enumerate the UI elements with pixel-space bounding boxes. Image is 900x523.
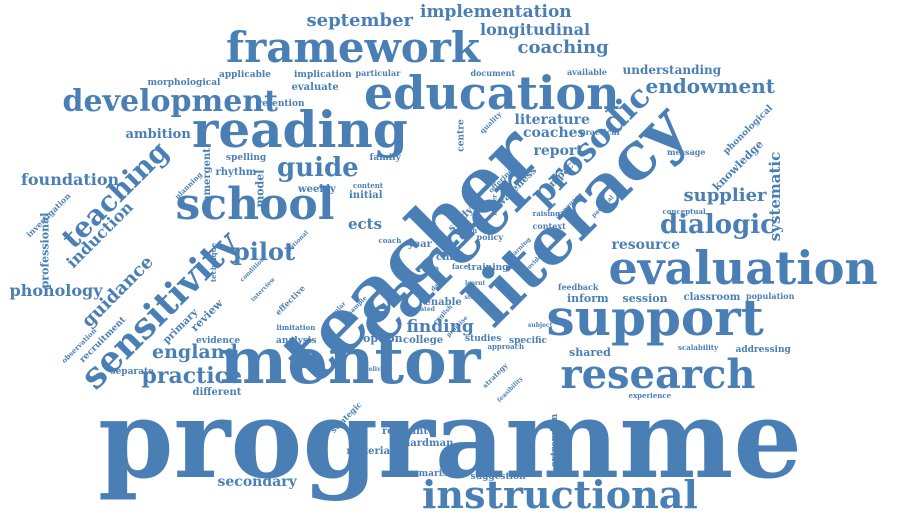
word-pilot: pilot	[233, 237, 296, 266]
word-report: report	[533, 143, 583, 159]
word-face: face	[452, 261, 469, 271]
word-delivery: delivery	[364, 366, 392, 373]
word-context: context	[532, 221, 566, 231]
word-limitation: limitation	[276, 322, 316, 332]
word-related: related	[411, 306, 435, 313]
word-session: session	[622, 291, 668, 305]
word-supplier: supplier	[683, 185, 767, 206]
word-systematic: systematic	[765, 151, 784, 241]
word-dialogic: dialogic	[660, 210, 777, 240]
word-analysis: analysis	[276, 335, 317, 346]
word-technique: technique	[208, 242, 218, 282]
word-raising: raising	[532, 208, 560, 218]
word-separate: separate	[110, 366, 154, 377]
word-lesson: lesson	[452, 225, 478, 235]
word-phonology: phonology	[9, 281, 103, 300]
word-ambition: ambition	[125, 126, 191, 142]
word-coaching: coaching	[517, 37, 609, 58]
word-conceptual: conceptual	[662, 206, 706, 216]
word-classroom: classroom	[683, 292, 741, 303]
word-different: different	[192, 387, 242, 398]
word-secondary: secondary	[217, 474, 297, 490]
word-family: family	[369, 152, 401, 163]
word-document: document	[470, 68, 516, 78]
word-interview: interview	[249, 276, 277, 304]
word-development: development	[62, 84, 278, 119]
word-longitudinal: longitudinal	[480, 20, 591, 39]
word-instructional: instructional	[422, 472, 698, 517]
word-practice: practice	[141, 363, 243, 389]
word-shared: shared	[569, 345, 611, 359]
word-practical: practical	[580, 127, 620, 137]
word-centre: centre	[456, 118, 467, 152]
word-emergent: emergent	[201, 148, 213, 202]
word-feedback: feedback	[558, 282, 599, 292]
word-initial: initial	[349, 190, 383, 201]
word-foundation: foundation	[21, 170, 120, 189]
word-evidence: evidence	[196, 335, 241, 346]
word-addressing: addressing	[735, 344, 791, 355]
word-material: material	[346, 446, 394, 457]
word-message: message	[667, 147, 706, 157]
word-extremism: extremism	[549, 413, 560, 467]
word-child: child	[436, 252, 464, 263]
word-scalability: scalability	[678, 342, 719, 352]
word-population: population	[746, 291, 795, 301]
word-spelling: spelling	[226, 152, 267, 163]
word-enable: enable	[424, 297, 462, 308]
word-training: training	[467, 262, 509, 273]
word-leader: leader	[491, 194, 499, 216]
word-ects: ects	[348, 214, 383, 233]
word-inform: inform	[567, 291, 609, 305]
word-experience: experience	[628, 390, 672, 400]
word-specific: specific	[509, 335, 548, 346]
word-guide: guide	[277, 153, 359, 183]
word-suggestion: suggestion	[470, 471, 526, 482]
word-research: research	[560, 351, 756, 398]
word-role: role	[417, 264, 440, 275]
word-available: available	[567, 67, 607, 77]
word-implication: implication	[294, 69, 352, 80]
word-september: september	[306, 10, 414, 31]
word-programme: programme	[98, 377, 803, 503]
word-literature: literature	[514, 112, 590, 128]
word-evaluation: evaluation	[608, 241, 878, 295]
word-coaches: coaches	[523, 125, 586, 141]
word-endowment: endowment	[645, 74, 775, 98]
word-implementation: implementation	[420, 1, 572, 22]
word-mentor: mentor	[219, 324, 481, 399]
word-approach: approach	[487, 341, 525, 351]
word-morphological: morphological	[147, 77, 221, 88]
word-finding: finding	[406, 316, 474, 337]
word-retention: retention	[257, 98, 305, 109]
word-story: story	[464, 294, 482, 301]
word-school: school	[175, 179, 335, 230]
word-content: content	[353, 180, 384, 190]
word-hardman: hardman	[403, 438, 454, 449]
word-england: england	[152, 340, 238, 363]
word-studies: studies	[465, 333, 502, 344]
word-policy: policy	[476, 232, 504, 242]
word-framework: framework	[226, 23, 480, 72]
word-particular: particular	[355, 68, 401, 78]
word-resource: resource	[611, 237, 681, 253]
word-teaching: teaching	[54, 134, 175, 255]
word-option: option	[363, 331, 403, 345]
word-understanding: understanding	[622, 63, 722, 77]
word-summarise: summarise	[397, 468, 453, 479]
word-relevant: relevant	[382, 426, 428, 437]
word-weekly: weekly	[298, 184, 336, 195]
word-education: education	[364, 66, 620, 120]
word-support: support	[546, 288, 764, 347]
word-applicable: applicable	[219, 69, 272, 80]
word-rhythm: rhythm	[215, 167, 257, 178]
word-evaluate: evaluate	[291, 82, 339, 93]
word-learnt: learnt	[465, 280, 486, 287]
word-subject: subject	[528, 322, 553, 329]
word-college: college	[403, 335, 444, 346]
word-year: year	[408, 239, 432, 250]
word-reading: reading	[192, 100, 408, 159]
word-coach: coach	[378, 235, 402, 245]
